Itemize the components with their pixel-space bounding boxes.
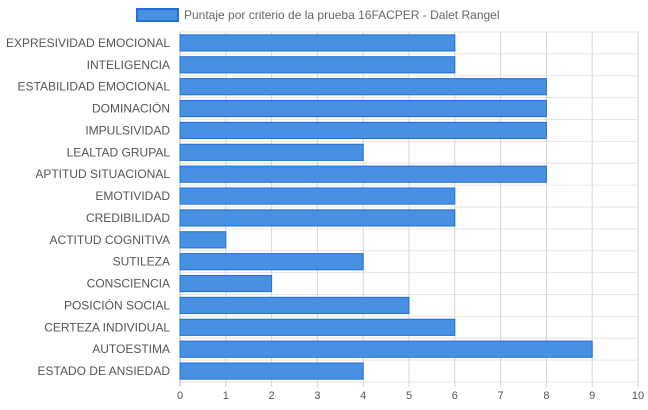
category-label: CERTEZA INDIVIDUAL: [44, 320, 170, 334]
category-label: CREDIBILIDAD: [86, 211, 170, 225]
x-tick-label: 10: [632, 390, 644, 402]
category-label: ESTABILIDAD EMOCIONAL: [18, 80, 171, 94]
legend[interactable]: Puntaje por criterio de la prueba 16FACP…: [136, 8, 500, 22]
bar[interactable]: [179, 143, 364, 161]
bar[interactable]: [179, 274, 273, 293]
x-tick-label: 2: [269, 390, 275, 402]
category-labels: EXPRESIVIDAD EMOCIONAL INTELIGENCIA ESTABI…: [6, 36, 170, 378]
category-label: DOMINACIÓN: [92, 101, 170, 116]
category-label: ACTITUD COGNITIVA: [50, 233, 170, 247]
bar[interactable]: [179, 296, 410, 315]
bar[interactable]: [179, 34, 456, 52]
x-tick-label: 1: [223, 390, 229, 402]
x-tick-label: 4: [360, 390, 366, 402]
bar[interactable]: [179, 318, 456, 336]
bar[interactable]: [179, 56, 456, 74]
x-tick-label: 3: [314, 390, 320, 402]
bar[interactable]: [179, 121, 547, 140]
x-tick-label: 6: [452, 390, 458, 402]
category-label: CONSCIENCIA: [87, 277, 170, 291]
category-label: EMOTIVIDAD: [95, 189, 170, 203]
x-tick-label: 0: [177, 390, 183, 402]
bar[interactable]: [179, 340, 593, 358]
bar[interactable]: [179, 99, 547, 118]
bar[interactable]: [179, 187, 456, 205]
category-label: INTELIGENCIA: [87, 58, 170, 72]
bar[interactable]: [179, 253, 364, 271]
bars: [179, 34, 593, 380]
category-label: AUTOESTIMA: [92, 342, 170, 356]
category-label: SUTILEZA: [113, 255, 170, 269]
x-tick-label: 9: [589, 390, 595, 402]
category-label: APTITUD SITUACIONAL: [35, 167, 170, 181]
bar[interactable]: [179, 78, 547, 96]
x-tick-label: 8: [543, 390, 549, 402]
bar[interactable]: [179, 165, 547, 183]
x-tick-label: 5: [406, 390, 412, 402]
bar[interactable]: [179, 209, 456, 227]
category-label: ESTADO DE ANSIEDAD: [38, 364, 171, 378]
legend-label: Puntaje por criterio de la prueba 16FACP…: [184, 8, 500, 22]
category-label: IMPULSIVIDAD: [85, 123, 170, 137]
bar[interactable]: [179, 231, 227, 249]
x-tick-label: 7: [498, 390, 504, 402]
legend-swatch: [136, 8, 179, 22]
bar[interactable]: [179, 362, 364, 380]
category-label: LEALTAD GRUPAL: [67, 145, 171, 159]
category-label: EXPRESIVIDAD EMOCIONAL: [6, 36, 170, 50]
x-tick-labels: 0 1 2 3 4 5 6 7 8 9 10: [177, 390, 644, 402]
category-label: POSICIÓN SOCIAL: [64, 297, 170, 312]
